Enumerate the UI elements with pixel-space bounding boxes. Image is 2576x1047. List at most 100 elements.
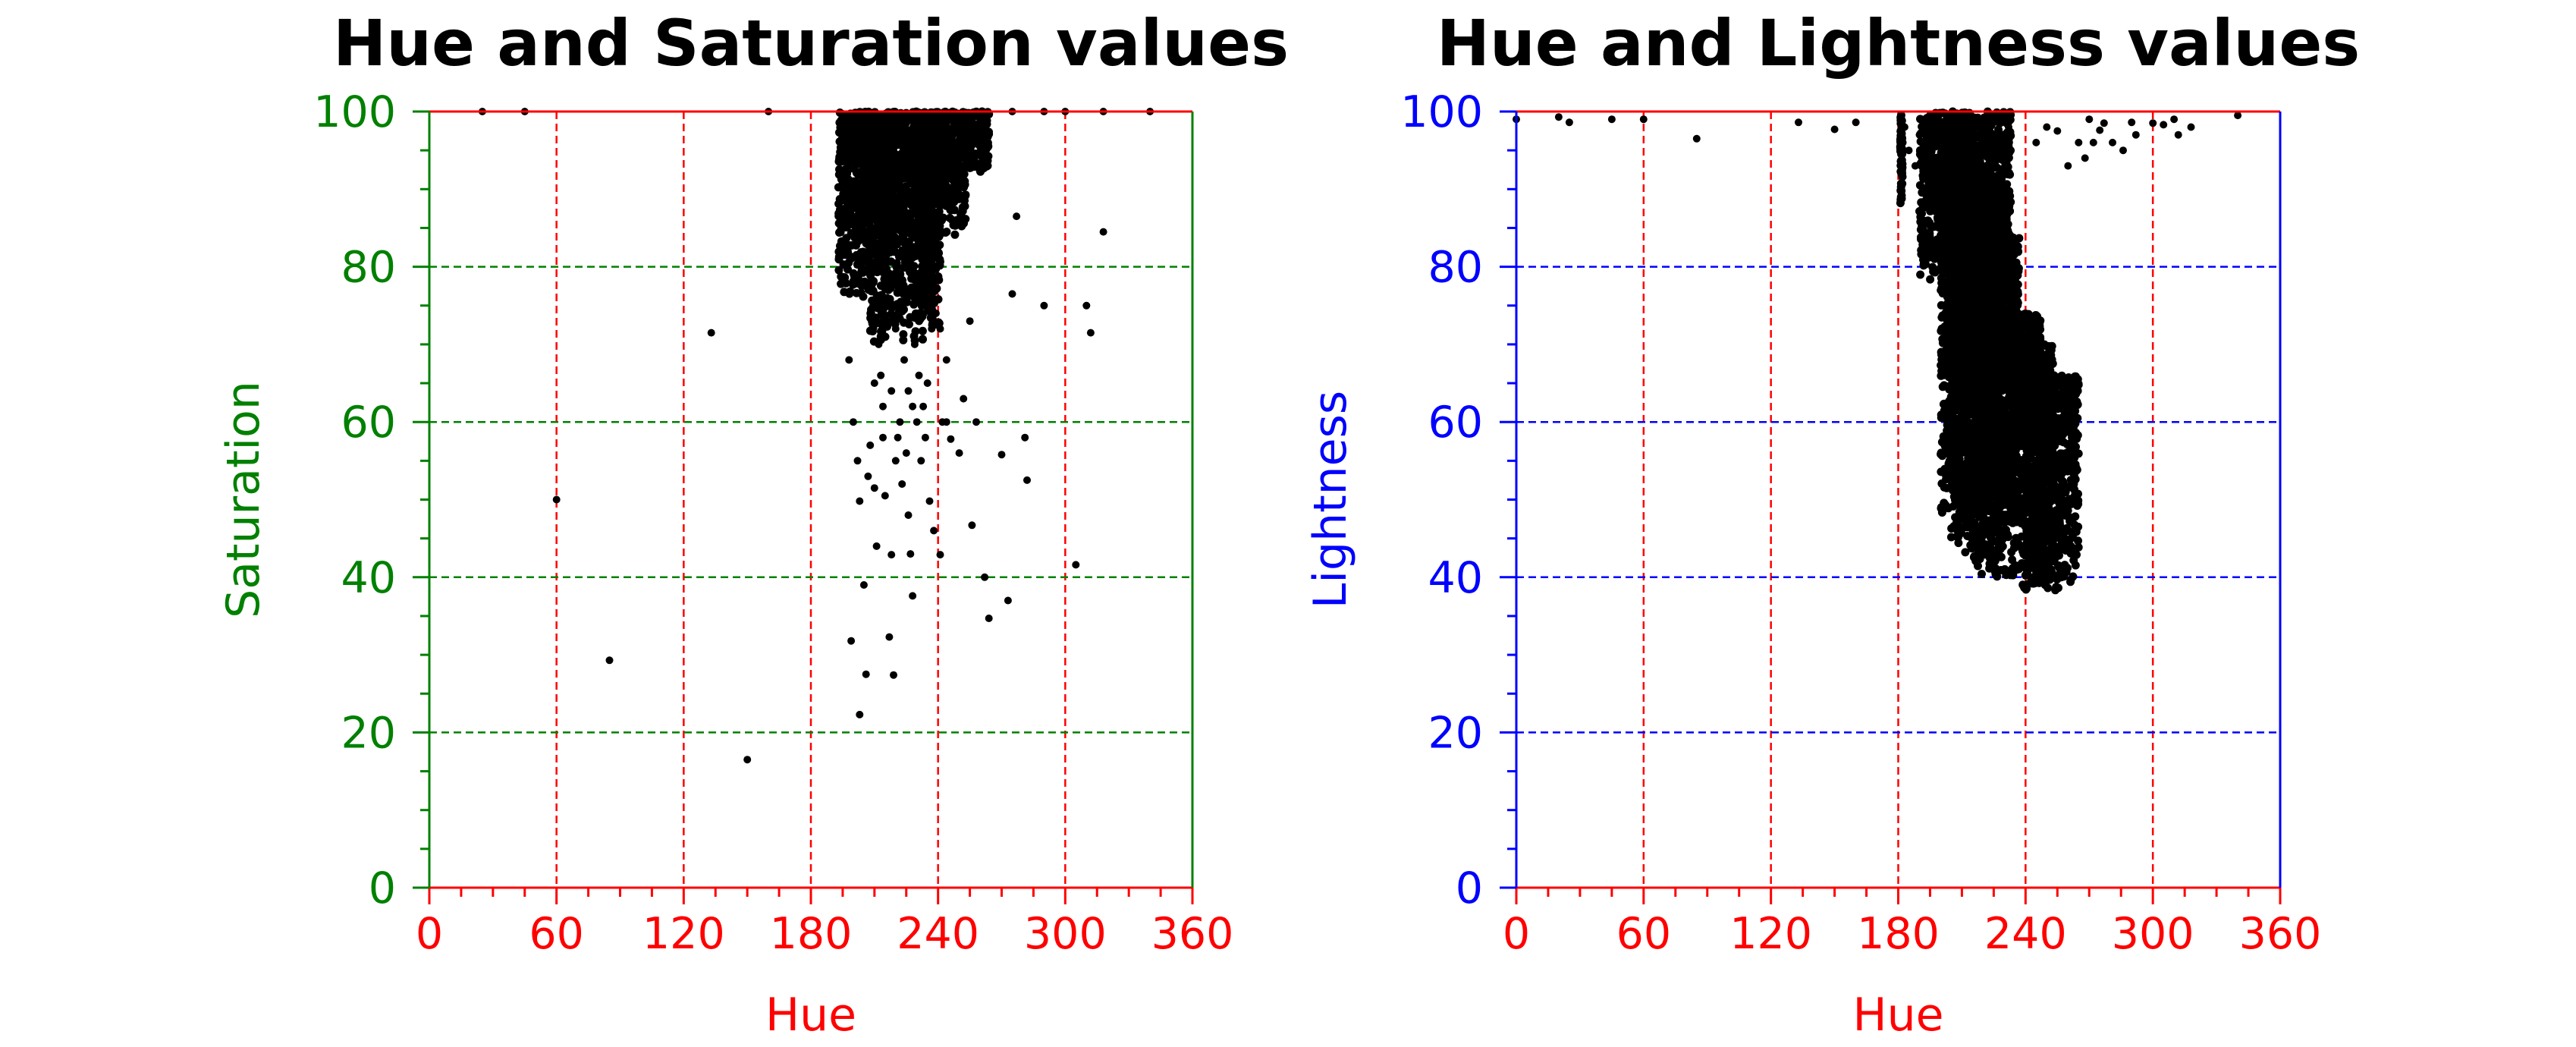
x-tick-label: 360 [1151,909,1234,959]
y-axis-label: Lightness [1304,391,1357,608]
data-point [918,187,927,196]
data-point [876,248,885,257]
data-point [919,217,928,226]
data-point [840,237,849,247]
data-point [707,329,715,337]
data-point [859,164,868,173]
data-point [898,197,907,206]
data-point [1959,512,1968,521]
data-point [900,297,909,307]
data-point [856,497,864,505]
data-point [862,670,870,678]
data-point [969,138,978,147]
data-point [985,615,993,622]
data-point [886,240,895,249]
data-points [478,107,1154,764]
data-point [896,418,904,426]
data-point [881,492,889,500]
data-point [963,112,972,121]
data-point [840,273,849,281]
data-point [845,251,854,260]
data-point [919,272,928,281]
data-point [899,285,908,294]
data-point [872,542,881,550]
data-point [1954,328,1963,336]
data-point [931,310,940,317]
data-point [919,203,928,212]
lightness-chart: Hue and Lightness values Hue Lightness 0… [1304,6,2360,1042]
data-point [856,710,864,718]
data-point [1937,450,1946,459]
data-point [902,171,911,180]
data-point [840,288,849,297]
data-point [835,228,843,237]
data-point [859,581,868,589]
data-point [920,152,929,160]
data-point [892,259,901,268]
data-point [1937,366,1946,376]
data-point [925,497,934,505]
data-point [842,154,851,163]
data-point [886,210,894,219]
data-point [909,402,917,410]
data-point [934,118,943,127]
data-point [845,356,853,364]
data-point [872,124,881,133]
data-point [904,387,913,395]
data-point [882,130,891,139]
data-point [834,183,843,192]
data-point [945,213,954,222]
data-point [935,199,944,207]
data-point [909,592,917,600]
data-point [1897,194,1906,203]
data-point [837,279,846,288]
data-point [854,181,863,190]
data-point [1974,561,1982,571]
data-point [946,154,955,163]
data-point [921,433,929,442]
data-point [890,219,899,228]
data-point [879,402,887,410]
data-point [854,134,863,143]
data-point [900,305,908,314]
data-point [1975,555,1984,564]
y-axis-label: Saturation [217,381,270,618]
x-tick-label: 120 [642,909,725,959]
data-point [883,275,892,284]
x-tick-label: 180 [770,909,853,959]
y-tick-label: 0 [369,863,396,913]
y-tick-label: 40 [341,553,396,603]
data-point [915,371,923,379]
data-point [918,335,927,344]
data-point [870,484,878,492]
data-point [942,129,951,138]
data-point [1040,301,1048,310]
data-point [903,127,912,137]
data-point [869,278,878,287]
data-point [844,219,853,228]
data-point [868,174,877,184]
data-point [972,418,980,426]
data-point [899,330,908,339]
data-point [922,291,931,300]
data-point [1008,290,1016,298]
data-point [743,756,752,764]
data-point [1896,134,1905,143]
data-point [985,130,994,139]
data-point [850,233,859,242]
data-point [920,142,929,151]
data-point [937,185,946,194]
data-point [918,312,927,321]
data-point [1937,355,1946,364]
data-point [936,325,944,333]
data-point [899,335,908,344]
data-point [930,286,939,295]
data-point [875,340,883,348]
data-point [901,182,910,191]
data-point [936,551,944,559]
y-tick-label: 20 [341,708,396,758]
data-point [1959,369,1968,378]
data-point [1968,467,1977,476]
data-point [883,322,891,331]
